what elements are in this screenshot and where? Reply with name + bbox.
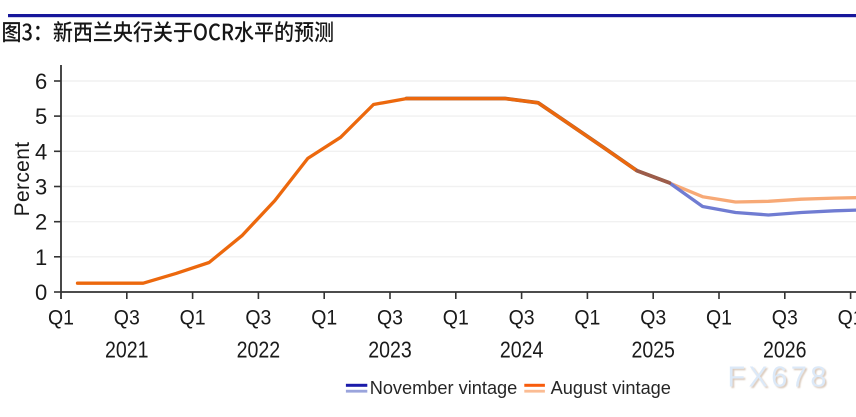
- svg-text:Q3: Q3: [509, 306, 535, 330]
- svg-text:4: 4: [35, 139, 47, 164]
- svg-text:Q3: Q3: [772, 306, 798, 330]
- svg-text:2023: 2023: [368, 337, 412, 363]
- svg-text:Q1: Q1: [443, 306, 469, 330]
- svg-text:Q1: Q1: [706, 306, 732, 330]
- svg-text:Q3: Q3: [114, 306, 140, 330]
- svg-text:6: 6: [35, 69, 47, 94]
- svg-text:November vintage: November vintage: [370, 378, 518, 398]
- svg-text:Q1: Q1: [180, 306, 206, 330]
- svg-text:2022: 2022: [237, 337, 281, 363]
- svg-text:FX678: FX678: [728, 362, 830, 394]
- svg-text:1: 1: [35, 245, 47, 270]
- svg-text:2: 2: [35, 210, 47, 235]
- svg-text:Q3: Q3: [245, 306, 271, 330]
- svg-text:2026: 2026: [763, 337, 807, 363]
- svg-text:5: 5: [35, 104, 47, 129]
- svg-text:August vintage: August vintage: [551, 378, 671, 398]
- svg-text:2025: 2025: [631, 337, 675, 363]
- svg-text:Percent: Percent: [11, 142, 34, 217]
- svg-text:3: 3: [35, 175, 47, 200]
- svg-text:Q1: Q1: [838, 306, 856, 330]
- svg-text:Q3: Q3: [377, 306, 403, 330]
- svg-text:2024: 2024: [500, 337, 544, 363]
- svg-text:Q3: Q3: [640, 306, 666, 330]
- svg-text:0: 0: [35, 280, 47, 305]
- svg-text:Q1: Q1: [311, 306, 337, 330]
- svg-text:Q1: Q1: [574, 306, 600, 330]
- svg-text:FX678: FX678: [729, 363, 831, 395]
- svg-text:2021: 2021: [105, 337, 149, 363]
- svg-text:Q1: Q1: [48, 306, 74, 330]
